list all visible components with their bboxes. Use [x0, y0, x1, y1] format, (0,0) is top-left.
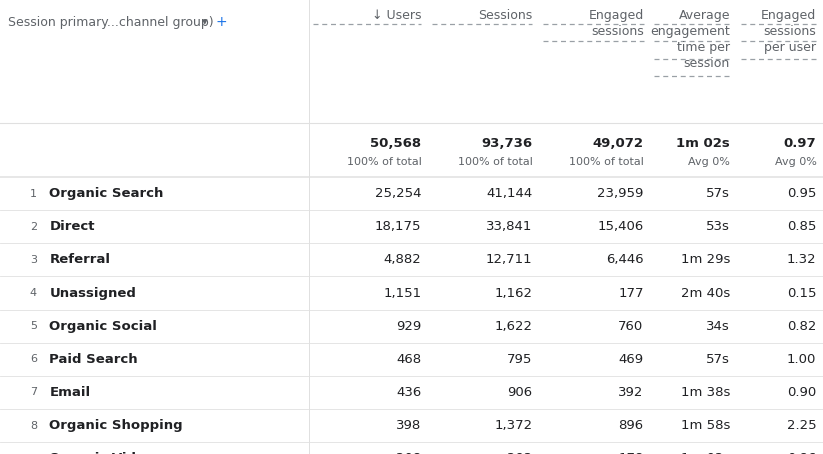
Text: 1,162: 1,162 — [495, 286, 532, 300]
Text: 1m 02s: 1m 02s — [677, 137, 730, 150]
Text: 398: 398 — [396, 419, 421, 432]
Text: 2m 40s: 2m 40s — [681, 286, 730, 300]
Text: 49,072: 49,072 — [593, 137, 644, 150]
Text: 0.15: 0.15 — [787, 286, 816, 300]
Text: 57s: 57s — [706, 353, 730, 366]
Text: 0.85: 0.85 — [787, 220, 816, 233]
Text: 3: 3 — [30, 255, 37, 265]
Text: 0.86: 0.86 — [787, 452, 816, 454]
Text: 57s: 57s — [706, 187, 730, 200]
Text: 2.25: 2.25 — [787, 419, 816, 432]
Text: 929: 929 — [396, 320, 421, 333]
Text: 25,254: 25,254 — [374, 187, 421, 200]
Text: Organic Video: Organic Video — [49, 452, 155, 454]
Text: Engaged
sessions: Engaged sessions — [588, 9, 644, 38]
Text: 1m 58s: 1m 58s — [681, 419, 730, 432]
Text: 2: 2 — [30, 222, 37, 232]
Text: 795: 795 — [507, 353, 532, 366]
Text: 50,568: 50,568 — [370, 137, 421, 150]
Text: Organic Search: Organic Search — [49, 187, 164, 200]
Text: 1,372: 1,372 — [495, 419, 532, 432]
Text: 93,736: 93,736 — [481, 137, 532, 150]
Text: Engaged
sessions
per user: Engaged sessions per user — [761, 9, 816, 54]
Text: 15,406: 15,406 — [597, 220, 644, 233]
Text: Average
engagement
time per
session: Average engagement time per session — [650, 9, 730, 70]
Text: 1.00: 1.00 — [787, 353, 816, 366]
Text: 4: 4 — [30, 288, 37, 298]
Text: 100% of total: 100% of total — [569, 157, 644, 167]
Text: 1m 38s: 1m 38s — [681, 386, 730, 399]
Text: 100% of total: 100% of total — [458, 157, 532, 167]
Text: 1,622: 1,622 — [495, 320, 532, 333]
Text: Unassigned: Unassigned — [49, 286, 137, 300]
Text: 12,711: 12,711 — [486, 253, 532, 266]
Text: 469: 469 — [618, 353, 644, 366]
Text: 292: 292 — [507, 452, 532, 454]
Text: 7: 7 — [30, 387, 37, 398]
Text: 34s: 34s — [706, 320, 730, 333]
Text: 1m 02s: 1m 02s — [681, 452, 730, 454]
Text: 0.82: 0.82 — [787, 320, 816, 333]
Text: 906: 906 — [507, 386, 532, 399]
Text: 436: 436 — [396, 386, 421, 399]
Text: 23,959: 23,959 — [597, 187, 644, 200]
Text: 178: 178 — [618, 452, 644, 454]
Text: 468: 468 — [396, 353, 421, 366]
Text: Paid Search: Paid Search — [49, 353, 138, 366]
Text: 4,882: 4,882 — [384, 253, 421, 266]
Text: +: + — [216, 15, 227, 29]
Text: 392: 392 — [618, 386, 644, 399]
Text: 8: 8 — [30, 420, 37, 431]
Text: 896: 896 — [618, 419, 644, 432]
Text: Organic Social: Organic Social — [49, 320, 157, 333]
Text: 177: 177 — [618, 286, 644, 300]
Text: 41,144: 41,144 — [486, 187, 532, 200]
Text: 6,446: 6,446 — [606, 253, 644, 266]
Text: Organic Shopping: Organic Shopping — [49, 419, 183, 432]
Text: 0.90: 0.90 — [787, 386, 816, 399]
Text: Sessions: Sessions — [478, 9, 532, 22]
Text: 1m 29s: 1m 29s — [681, 253, 730, 266]
Text: 53s: 53s — [706, 220, 730, 233]
Text: 1: 1 — [30, 188, 37, 199]
Text: 100% of total: 100% of total — [346, 157, 421, 167]
Text: 0.95: 0.95 — [787, 187, 816, 200]
Text: 1.32: 1.32 — [787, 253, 816, 266]
Text: ↓ Users: ↓ Users — [372, 9, 421, 22]
Text: 1,151: 1,151 — [384, 286, 421, 300]
Text: 208: 208 — [396, 452, 421, 454]
Text: 18,175: 18,175 — [374, 220, 421, 233]
Text: 760: 760 — [618, 320, 644, 333]
Text: 5: 5 — [30, 321, 37, 331]
Text: Email: Email — [49, 386, 91, 399]
Text: Direct: Direct — [49, 220, 95, 233]
Text: ▾: ▾ — [202, 17, 207, 27]
Text: Avg 0%: Avg 0% — [688, 157, 730, 167]
Text: 0.97: 0.97 — [783, 137, 816, 150]
Text: Referral: Referral — [49, 253, 110, 266]
Text: Session primary...channel group): Session primary...channel group) — [8, 15, 214, 29]
Text: Avg 0%: Avg 0% — [774, 157, 816, 167]
Text: 33,841: 33,841 — [486, 220, 532, 233]
Text: 6: 6 — [30, 354, 37, 365]
